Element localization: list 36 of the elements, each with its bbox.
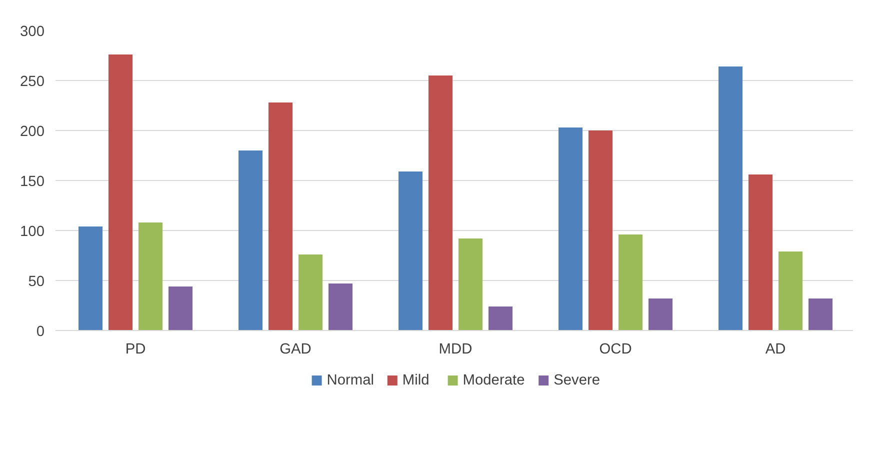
y-tick-label: 200 [20,124,45,140]
y-tick-label: 0 [36,324,45,340]
bar [168,286,192,330]
bar [588,130,612,330]
bar [328,284,352,330]
x-tick-label: MDD [438,342,472,358]
legend-label: Moderate [462,372,525,388]
bar [808,298,832,330]
bar [398,172,422,330]
legend-label: Normal [326,372,374,388]
bar [238,150,262,330]
y-tick-label: 250 [20,74,45,90]
bar [718,66,742,330]
bar [108,54,132,330]
legend-label: Severe [554,372,600,388]
y-tick-label: 150 [20,174,45,190]
y-tick-label: 50 [28,274,45,290]
legend-label: Mild [402,372,430,388]
bar [648,298,672,330]
bar [78,226,102,330]
x-tick-label: OCD [599,342,632,358]
bar [618,234,642,330]
bar [428,76,452,330]
bar [298,254,322,330]
bar [488,306,512,330]
x-tick-label: AD [765,342,786,358]
bar [778,252,802,330]
bar [268,102,292,330]
x-tick-label: GAD [280,342,312,358]
x-tick-label: PD [125,342,146,358]
bar [138,222,162,330]
y-tick-label: 100 [20,224,45,240]
bar [458,238,482,330]
bar [558,128,582,330]
y-tick-label: 300 [20,24,45,40]
bar [748,174,772,330]
